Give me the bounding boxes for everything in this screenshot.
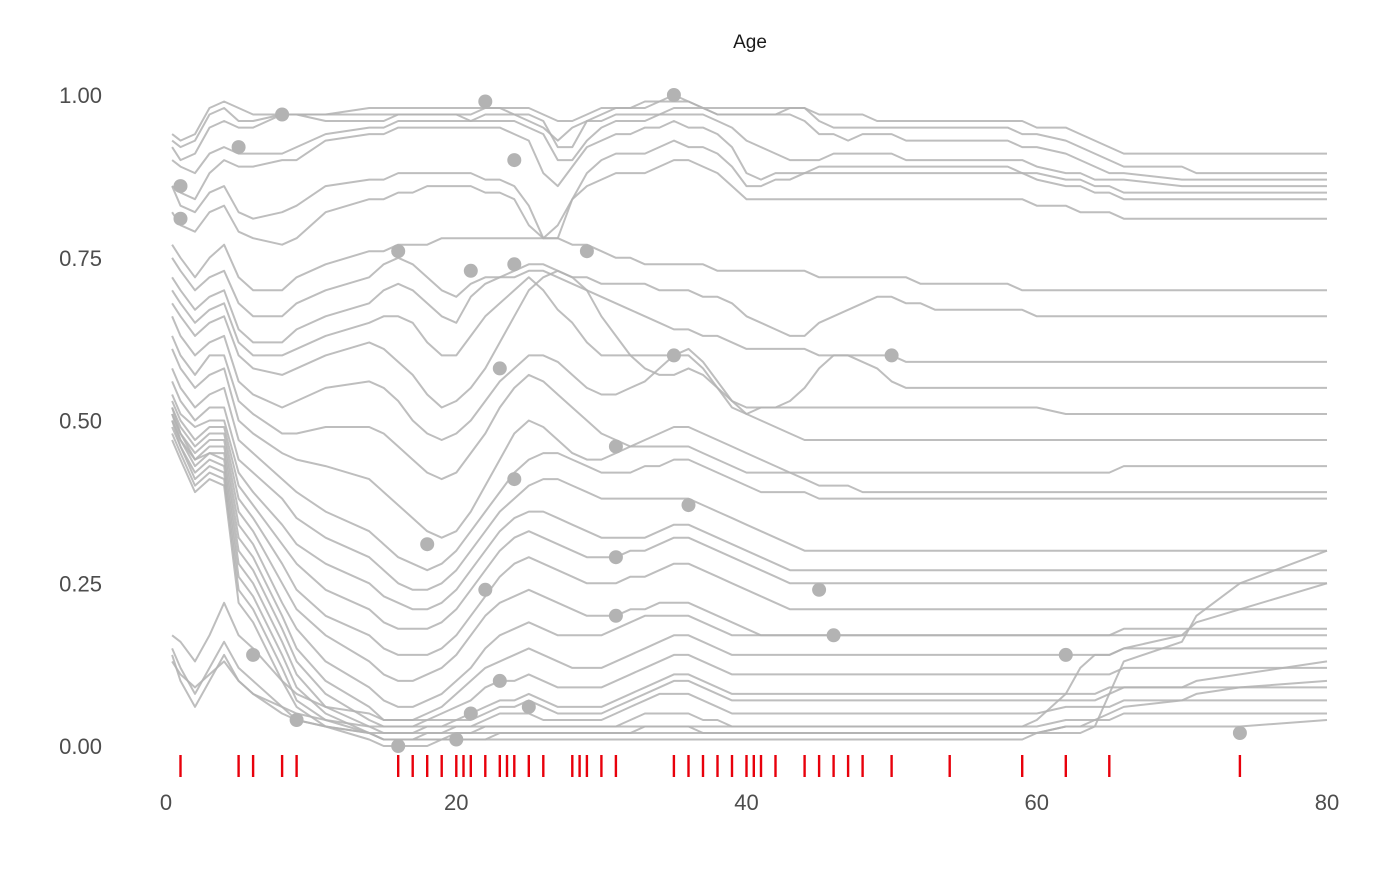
observed-point-1 <box>478 94 493 109</box>
ice-curve-10 <box>171 269 1327 363</box>
ice-curve-25 <box>171 420 1327 734</box>
observed-point-27 <box>449 732 464 747</box>
observed-point-19 <box>608 550 623 565</box>
observed-point-9 <box>391 244 406 259</box>
observed-point-15 <box>608 439 623 454</box>
ice-curve-8 <box>171 237 1327 292</box>
observed-point-10 <box>463 263 478 278</box>
ice-curve-15 <box>171 348 1327 539</box>
observed-point-12 <box>507 257 522 272</box>
y-tick-label: 0.25 <box>59 571 102 596</box>
y-tick-label: 0.75 <box>59 246 102 271</box>
observed-point-31 <box>1232 726 1247 740</box>
observed-point-20 <box>812 582 827 597</box>
ice-curve-17 <box>171 381 1327 591</box>
observed-point-17 <box>681 498 696 513</box>
ice-curve-31 <box>171 549 1328 734</box>
observed-point-18 <box>420 537 435 552</box>
observed-point-29 <box>246 647 261 662</box>
ice-curve-16 <box>171 368 1327 572</box>
observed-point-8 <box>579 244 594 259</box>
observed-point-7 <box>173 211 188 226</box>
ice-curve-29 <box>171 601 1328 721</box>
ice-curve-3 <box>171 107 1327 181</box>
x-tick-label: 20 <box>444 790 468 815</box>
ice-curve-2 <box>171 94 1327 175</box>
ice-curve-1 <box>171 100 1327 155</box>
x-tick-label: 40 <box>734 790 758 815</box>
ice-curve-7 <box>171 159 1327 246</box>
observed-point-16 <box>507 472 522 487</box>
ice-curve-19 <box>171 400 1327 630</box>
points-layer <box>173 88 1247 753</box>
ice-curve-5 <box>171 120 1327 201</box>
observed-point-24 <box>492 673 507 688</box>
ice-curve-9 <box>171 256 1327 337</box>
chart-title: Age <box>733 32 767 53</box>
observed-point-5 <box>507 153 522 168</box>
observed-point-26 <box>463 706 478 721</box>
ice-curve-6 <box>171 139 1327 240</box>
x-tick-label: 80 <box>1315 790 1339 815</box>
ice-curve-30 <box>171 640 1328 741</box>
ice-curve-18 <box>171 394 1327 611</box>
observed-point-21 <box>478 582 493 597</box>
observed-point-4 <box>231 140 246 155</box>
observed-point-28 <box>391 739 406 753</box>
observed-point-6 <box>173 179 188 194</box>
ice-curve-13 <box>171 315 1327 441</box>
observed-point-25 <box>521 699 536 714</box>
observed-point-2 <box>666 88 681 102</box>
curves-layer <box>171 94 1328 747</box>
ice-curve-20 <box>171 407 1327 656</box>
observed-point-32 <box>1058 647 1073 662</box>
y-tick-label: 0.50 <box>59 409 102 434</box>
x-tick-label: 60 <box>1025 790 1049 815</box>
ice-curve-32 <box>171 582 1328 728</box>
observed-point-23 <box>608 608 623 623</box>
ice-curve-23 <box>171 413 1327 721</box>
ice-curve-11 <box>171 276 1327 415</box>
ice-curve-21 <box>171 407 1327 682</box>
observed-point-22 <box>826 628 841 643</box>
y-tick-label: 1.00 <box>59 83 102 108</box>
observed-point-30 <box>289 713 304 727</box>
ice-curve-24 <box>171 420 1327 728</box>
ice-curve-22 <box>171 413 1327 708</box>
observed-point-13 <box>666 348 681 363</box>
y-tick-label: 0.00 <box>59 734 102 759</box>
ice-curve-4 <box>171 113 1327 188</box>
ice-curve-14 <box>171 335 1327 481</box>
y-axis-ticks: 0.00 0.25 0.50 0.75 1.00 <box>59 83 102 759</box>
rug-layer <box>179 755 1242 777</box>
observed-point-11 <box>884 348 899 363</box>
ice-curve-12 <box>171 269 1327 415</box>
observed-point-3 <box>275 107 290 122</box>
x-axis-ticks: 0 20 40 60 80 <box>160 790 1339 815</box>
x-tick-label: 0 <box>160 790 172 815</box>
observed-point-14 <box>492 361 507 376</box>
